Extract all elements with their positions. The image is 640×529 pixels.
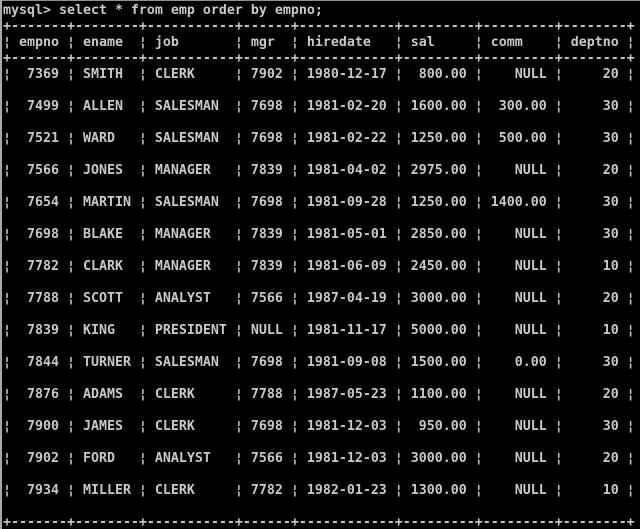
window-edge-top [0, 0, 640, 1]
window-edge-left [0, 0, 2, 529]
blank-line [3, 211, 640, 227]
table-data-row: ¦ 7782 ¦ CLARK ¦ MANAGER ¦ 7839 ¦ 1981-0… [3, 259, 635, 274]
blank-line [3, 83, 640, 99]
blank-line [3, 371, 640, 387]
table-data-row: ¦ 7788 ¦ SCOTT ¦ ANALYST ¦ 7566 ¦ 1987-0… [3, 291, 635, 306]
blank-line [3, 435, 640, 451]
table-data-row: ¦ 7839 ¦ KING ¦ PRESIDENT ¦ NULL ¦ 1981-… [3, 323, 635, 338]
prompt-line: mysql> select * from emp order by empno; [3, 3, 640, 19]
table-data-row: ¦ 7521 ¦ WARD ¦ SALESMAN ¦ 7698 ¦ 1981-0… [3, 131, 635, 146]
table-header-separator: +-------+--------+-----------+------+---… [3, 51, 635, 66]
table-data-row: ¦ 7902 ¦ FORD ¦ ANALYST ¦ 7566 ¦ 1981-12… [3, 451, 635, 466]
table-data-row: ¦ 7844 ¦ TURNER ¦ SALESMAN ¦ 7698 ¦ 1981… [3, 355, 635, 370]
blank-line [3, 243, 640, 259]
table-data-row: ¦ 7566 ¦ JONES ¦ MANAGER ¦ 7839 ¦ 1981-0… [3, 163, 635, 178]
table-data-row: ¦ 7369 ¦ SMITH ¦ CLERK ¦ 7902 ¦ 1980-12-… [3, 67, 635, 82]
table-border-top: +-------+--------+-----------+------+---… [3, 19, 635, 34]
blank-line [3, 115, 640, 131]
blank-line [3, 179, 640, 195]
blank-line [3, 147, 640, 163]
blank-line [3, 403, 640, 419]
table-border-bottom: +-------+--------+-----------+------+---… [3, 515, 635, 529]
blank-line [3, 467, 640, 483]
blank-line [3, 275, 640, 291]
blank-line [3, 499, 640, 515]
table-data-row: ¦ 7900 ¦ JAMES ¦ CLERK ¦ 7698 ¦ 1981-12-… [3, 419, 635, 434]
result-table: +-------+--------+-----------+------+---… [3, 19, 640, 529]
blank-line [3, 339, 640, 355]
table-data-row: ¦ 7934 ¦ MILLER ¦ CLERK ¦ 7782 ¦ 1982-01… [3, 483, 635, 498]
table-data-row: ¦ 7698 ¦ BLAKE ¦ MANAGER ¦ 7839 ¦ 1981-0… [3, 227, 635, 242]
table-data-row: ¦ 7654 ¦ MARTIN ¦ SALESMAN ¦ 7698 ¦ 1981… [3, 195, 635, 210]
table-data-row: ¦ 7876 ¦ ADAMS ¦ CLERK ¦ 7788 ¦ 1987-05-… [3, 387, 635, 402]
prompt-text: mysql> select * from emp order by empno; [3, 3, 323, 18]
table-data-row: ¦ 7499 ¦ ALLEN ¦ SALESMAN ¦ 7698 ¦ 1981-… [3, 99, 635, 114]
blank-line [3, 307, 640, 323]
table-header-row: ¦ empno ¦ ename ¦ job ¦ mgr ¦ hiredate ¦… [3, 35, 635, 50]
